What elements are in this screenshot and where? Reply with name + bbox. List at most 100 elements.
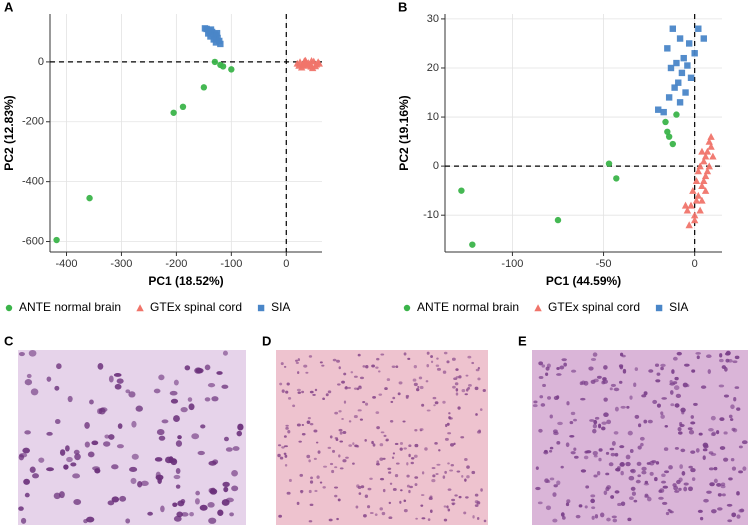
texture	[602, 379, 608, 384]
texture	[296, 388, 301, 392]
texture	[421, 471, 425, 475]
texture	[363, 514, 367, 518]
texture	[549, 414, 553, 419]
texture	[447, 508, 451, 512]
texture	[456, 470, 461, 473]
texture	[417, 385, 420, 388]
texture	[339, 467, 344, 470]
texture	[693, 402, 698, 406]
texture	[359, 418, 363, 421]
texture	[389, 420, 394, 423]
texture	[560, 512, 565, 517]
texture	[295, 361, 299, 364]
texture	[688, 465, 693, 469]
texture	[670, 403, 675, 407]
texture	[339, 440, 344, 443]
point	[295, 61, 303, 69]
texture	[339, 431, 343, 435]
texture	[654, 477, 658, 482]
texture	[721, 493, 726, 497]
texture	[360, 485, 365, 489]
texture	[329, 435, 333, 439]
texture	[436, 367, 441, 371]
texture	[728, 477, 733, 481]
texture	[619, 445, 625, 449]
texture	[388, 471, 392, 474]
texture	[698, 432, 703, 436]
texture	[592, 450, 598, 456]
texture	[451, 498, 456, 502]
texture	[627, 517, 632, 522]
texture	[688, 429, 695, 435]
texture	[341, 380, 345, 384]
texture	[70, 462, 77, 467]
texture	[59, 449, 66, 456]
texture	[376, 460, 380, 464]
texture	[710, 415, 716, 421]
point	[698, 196, 706, 204]
texture	[406, 484, 410, 488]
texture	[444, 470, 447, 474]
point	[170, 109, 177, 116]
texture	[477, 366, 480, 370]
texture	[365, 402, 369, 406]
texture	[649, 471, 654, 476]
texture	[336, 359, 340, 363]
texture	[407, 357, 411, 361]
texture	[385, 439, 389, 442]
point	[86, 194, 93, 202]
histology-image	[276, 350, 488, 525]
texture	[295, 359, 298, 362]
texture	[608, 462, 614, 467]
texture	[483, 519, 487, 523]
texture	[426, 351, 430, 355]
texture	[371, 440, 374, 445]
texture	[575, 514, 581, 519]
texture	[446, 505, 449, 509]
texture	[625, 461, 631, 467]
texture	[447, 432, 452, 435]
texture	[342, 431, 347, 434]
texture	[104, 434, 110, 439]
texture	[288, 478, 292, 482]
x-tick-label: 0	[692, 258, 698, 270]
texture	[590, 498, 595, 504]
texture	[210, 487, 216, 494]
texture	[553, 484, 558, 488]
texture	[292, 404, 296, 408]
texture	[53, 492, 61, 500]
texture	[603, 412, 609, 418]
point	[671, 84, 678, 91]
point	[219, 63, 227, 70]
texture	[702, 448, 708, 452]
texture	[578, 504, 583, 508]
texture	[231, 470, 238, 477]
texture	[403, 447, 407, 450]
texture	[719, 446, 726, 450]
texture	[461, 475, 464, 478]
texture	[322, 397, 326, 401]
texture	[556, 367, 560, 371]
texture	[297, 371, 300, 374]
texture	[438, 449, 441, 452]
texture	[406, 462, 409, 466]
texture	[280, 362, 284, 366]
texture	[708, 467, 714, 471]
texture	[232, 446, 240, 451]
texture	[537, 501, 543, 505]
texture	[308, 489, 312, 494]
texture	[341, 417, 344, 420]
texture	[207, 382, 216, 388]
texture	[435, 364, 440, 367]
texture	[584, 450, 589, 454]
point	[673, 111, 680, 118]
texture	[301, 390, 305, 394]
point	[458, 187, 465, 194]
texture	[405, 396, 409, 399]
texture	[400, 489, 403, 492]
texture	[447, 488, 452, 491]
texture	[622, 368, 627, 374]
texture	[583, 455, 589, 460]
texture	[719, 353, 723, 358]
texture	[208, 517, 217, 524]
